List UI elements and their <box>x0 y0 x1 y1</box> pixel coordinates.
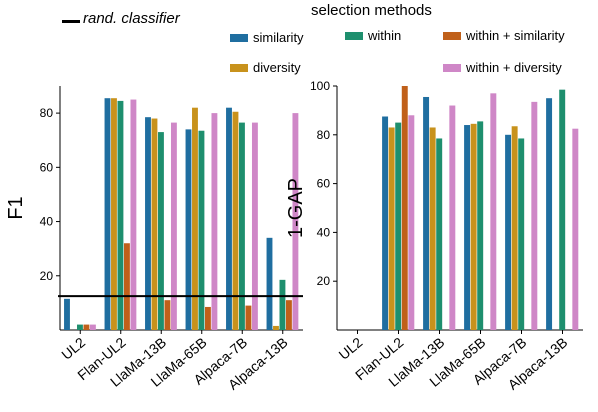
bar-0-2-4 <box>170 122 177 330</box>
y-tick-label-1-4: 100 <box>310 79 330 93</box>
bar-0-5-3 <box>285 300 292 330</box>
bar-0-5-1 <box>273 325 279 330</box>
bar-1-3-1 <box>470 123 477 330</box>
legend-swatch-within-similarity <box>443 31 461 40</box>
y-tick-label-0-3: 80 <box>40 106 54 120</box>
y-tick-label-1-3: 80 <box>317 128 331 142</box>
bar-0-3-1 <box>192 107 198 330</box>
bar-1-3-0 <box>464 125 471 330</box>
x-tick-label-1-0: UL2 <box>335 334 365 363</box>
rand-classifier-legend-line <box>62 20 80 23</box>
legend-item-diversity: diversity <box>230 60 301 75</box>
rand-classifier-legend-label: rand. classifier <box>83 10 180 27</box>
legend-item-similarity: similarity <box>230 30 304 45</box>
bar-1-4-2 <box>518 138 525 330</box>
y-tick-label-1-0: 20 <box>317 274 331 288</box>
bar-0-1-0 <box>104 98 111 330</box>
bar-1-2-1 <box>429 127 436 330</box>
bar-0-5-0 <box>266 237 273 330</box>
bar-1-1-0 <box>382 116 389 330</box>
bar-1-3-2 <box>477 121 484 330</box>
bar-1-2-0 <box>423 96 430 330</box>
bar-0-4-1 <box>232 111 239 330</box>
bar-0-4-3 <box>245 305 252 330</box>
bar-1-2-4 <box>449 105 456 331</box>
bar-0-5-2 <box>279 279 286 330</box>
legend-label-within: within <box>368 28 402 43</box>
bar-0-3-4 <box>211 113 218 330</box>
legend-item-within: within <box>345 28 401 43</box>
bar-0-0-3 <box>83 324 90 330</box>
bar-0-0-2 <box>77 324 83 330</box>
y-tick-label-1-1: 40 <box>317 225 331 239</box>
legend-label-similarity: similarity <box>253 30 304 45</box>
legend-swatch-similarity <box>230 33 248 42</box>
legend-label-within-diversity: within + diversity <box>466 60 562 75</box>
bar-0-2-3 <box>164 300 171 330</box>
bar-1-4-0 <box>505 134 512 330</box>
legend-item-within-similarity: within + similarity <box>443 28 565 43</box>
bar-1-4-1 <box>511 126 518 330</box>
legend-swatch-diversity <box>230 63 248 72</box>
bar-0-2-0 <box>145 117 151 330</box>
bar-0-1-4 <box>130 99 137 330</box>
bar-0-1-3 <box>123 243 130 330</box>
legend-label-diversity: diversity <box>253 60 301 75</box>
bar-0-3-2 <box>198 130 205 330</box>
bar-0-3-3 <box>204 306 211 330</box>
y-tick-label-0-0: 20 <box>40 269 54 283</box>
bar-0-4-0 <box>226 107 232 330</box>
y-tick-label-0-1: 40 <box>40 215 54 229</box>
bar-0-4-4 <box>251 122 258 330</box>
bar-1-5-2 <box>559 89 566 330</box>
bar-1-3-4 <box>490 93 497 330</box>
x-tick-label-0-0: UL2 <box>58 334 88 363</box>
bar-1-1-1 <box>388 127 395 330</box>
legend-title: selection methods <box>311 2 432 19</box>
bar-1-5-4 <box>572 128 579 330</box>
legend-label-within-similarity: within + similarity <box>466 28 565 43</box>
y-tick-label-0-2: 60 <box>40 160 54 174</box>
bar-0-3-0 <box>185 129 192 330</box>
bar-1-1-2 <box>395 122 402 330</box>
bar-1-5-0 <box>546 98 553 330</box>
legend-swatch-within <box>345 31 363 40</box>
bar-0-2-2 <box>158 132 164 330</box>
y-axis-label-0: F1 <box>5 196 27 219</box>
y-tick-label-1-2: 60 <box>317 177 331 191</box>
y-axis-label-1: 1-GAP <box>285 178 307 238</box>
legend-item-within-diversity: within + diversity <box>443 60 562 75</box>
bar-0-0-0 <box>64 298 70 330</box>
bar-0-1-2 <box>117 100 124 331</box>
bar-0-2-1 <box>151 118 158 331</box>
bar-1-1-3 <box>401 86 408 330</box>
bar-1-4-4 <box>531 101 538 330</box>
legend-swatch-within-diversity <box>443 63 461 72</box>
bar-1-1-4 <box>408 115 415 330</box>
bar-0-1-1 <box>111 98 117 330</box>
bar-1-2-2 <box>436 138 443 330</box>
bar-0-4-2 <box>239 122 245 330</box>
bar-0-5-4 <box>292 113 299 330</box>
bar-0-0-4 <box>89 324 96 330</box>
